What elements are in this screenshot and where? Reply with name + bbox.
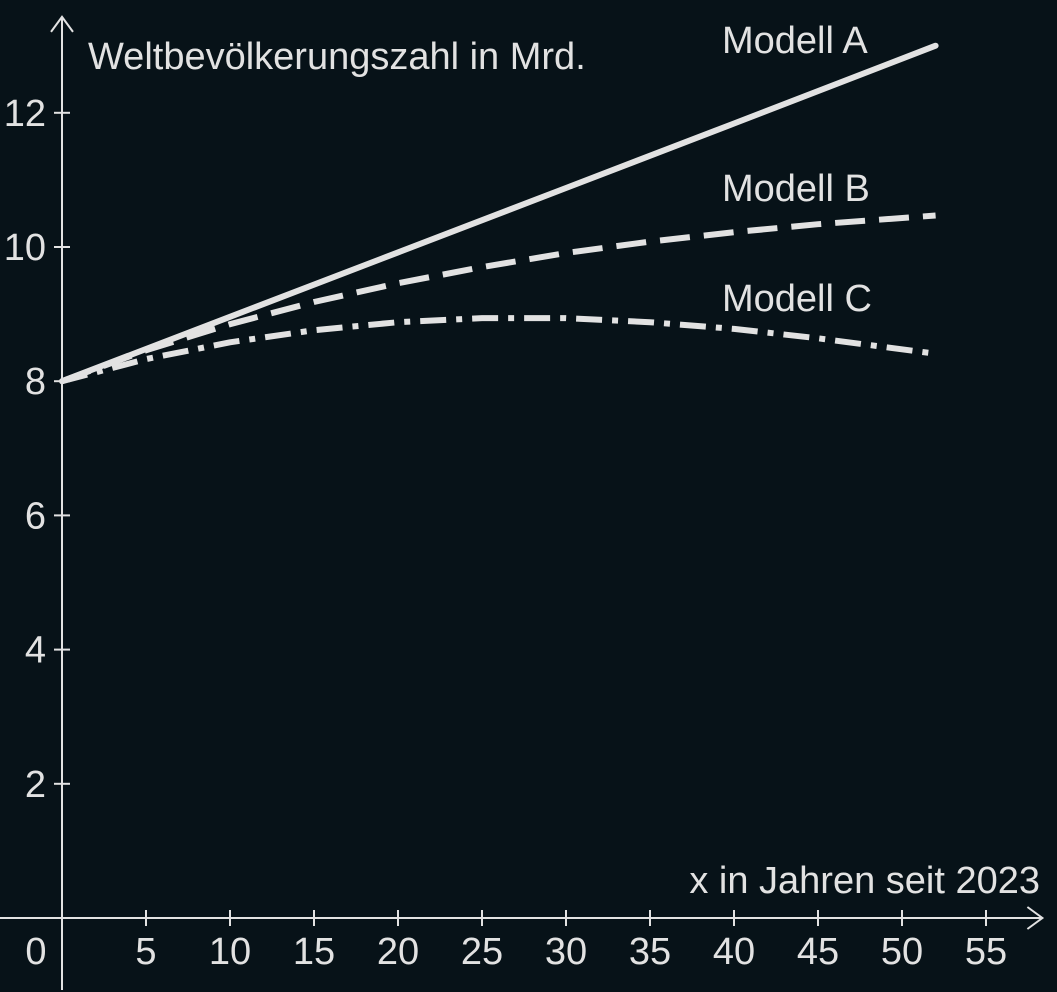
x-tick-label: 55 [965,931,1007,973]
x-tick-label: 25 [461,931,503,973]
x-tick-label: 15 [293,931,335,973]
y-tick-label: 12 [4,93,46,135]
y-tick-label: 10 [4,227,46,269]
series-label-modell-a: Modell A [722,20,868,62]
origin-label: 0 [25,931,46,973]
x-tick-label: 5 [135,931,156,973]
x-tick-label: 50 [881,931,923,973]
x-tick-label: 35 [629,931,671,973]
x-axis-title: x in Jahren seit 2023 [689,860,1040,902]
x-tick-label: 30 [545,931,587,973]
series-line-modell-c [61,315,936,385]
series-line-modell-a [59,42,939,385]
series-line-modell-b [60,212,936,385]
series-label-modell-b: Modell B [722,168,870,210]
x-axis-arrow-icon [1026,906,1045,930]
series-label-modell-c: Modell C [722,278,872,320]
y-axis-arrow-icon [50,15,74,33]
x-tick-label: 45 [797,931,839,973]
x-tick-label: 40 [713,931,755,973]
x-tick-label: 20 [377,931,419,973]
y-axis-title: Weltbevölkerungszahl in Mrd. [88,36,586,78]
x-tick-label: 10 [209,931,251,973]
y-tick-label: 8 [25,361,46,403]
y-tick-label: 2 [25,764,46,806]
y-tick-label: 4 [25,630,46,672]
y-tick-label: 6 [25,495,46,537]
